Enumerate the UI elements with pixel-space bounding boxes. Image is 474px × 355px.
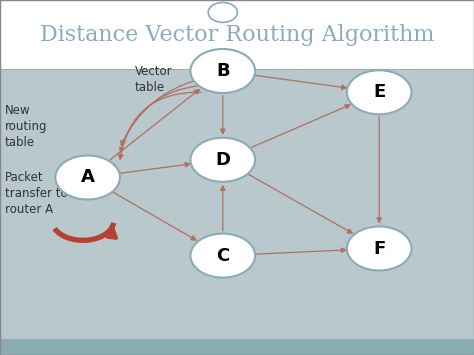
Text: Packet
transfer to
router A: Packet transfer to router A [5, 171, 67, 216]
Text: Distance Vector Routing Algorithm: Distance Vector Routing Algorithm [40, 24, 434, 45]
Text: B: B [216, 62, 229, 80]
Text: F: F [373, 240, 385, 257]
Bar [0, 0, 474, 69]
Text: Vector
table: Vector table [135, 65, 173, 94]
Bar [0, 339, 474, 355]
Ellipse shape [55, 155, 120, 200]
Ellipse shape [191, 138, 255, 182]
Ellipse shape [347, 70, 411, 114]
Ellipse shape [191, 234, 255, 278]
Text: A: A [81, 169, 95, 186]
Ellipse shape [191, 49, 255, 93]
Ellipse shape [347, 226, 411, 271]
Text: D: D [215, 151, 230, 169]
Text: C: C [216, 247, 229, 264]
Ellipse shape [208, 2, 237, 22]
Bar [0, 69, 474, 339]
Text: E: E [373, 83, 385, 101]
Text: New
routing
table: New routing table [5, 104, 47, 148]
